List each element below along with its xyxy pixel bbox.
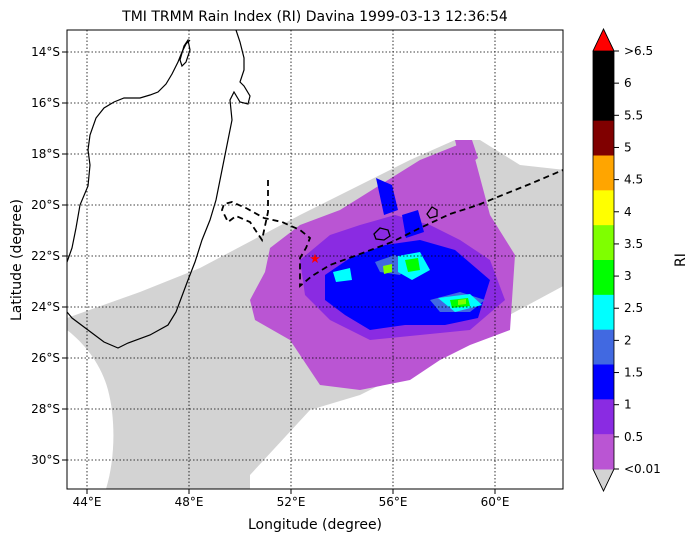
colorbar-under-triangle <box>592 468 615 492</box>
map-area: ★ <box>67 30 563 489</box>
colorbar-tick-label: <0.01 <box>624 462 661 476</box>
colorbar-tick-label: 3.5 <box>624 237 643 251</box>
colorbar-tick-label: >6.5 <box>624 44 653 58</box>
colorbar-tick-label: 4.5 <box>624 173 643 187</box>
y-tick-label: 20°S <box>31 198 60 212</box>
colorbar-segment <box>593 329 614 365</box>
storm-center-marker: ★ <box>309 252 321 267</box>
y-tick-label: 28°S <box>31 402 60 416</box>
x-tick-label: 44°E <box>73 495 102 509</box>
madagascar-coastline <box>67 30 251 349</box>
y-tick-label: 26°S <box>31 351 60 365</box>
x-tick-label: 60°E <box>481 495 510 509</box>
y-tick-label: 16°S <box>31 96 60 110</box>
colorbar-segment <box>593 434 614 470</box>
y-tick-label: 14°S <box>31 45 60 59</box>
colorbar-segment <box>593 364 614 400</box>
y-tick-label: 18°S <box>31 147 60 161</box>
colorbar-segment <box>593 51 614 87</box>
x-tick-label: 48°E <box>175 495 204 509</box>
colorbar-tick-label: 3 <box>624 269 632 283</box>
colorbar-tick-label: 2.5 <box>624 301 643 315</box>
colorbar-segment <box>593 85 614 122</box>
island-mauritius <box>426 206 438 219</box>
colorbar-ticks: >6.5 6 5.5 5 4.5 4 3.5 3 2.5 2 1.5 1 0.5 <0.01 <box>614 44 661 476</box>
colorbar-segment <box>593 120 614 156</box>
y-axis-label: Latitude (degree) <box>9 199 25 321</box>
storm-track <box>221 169 563 288</box>
y-tick-label: 24°S <box>31 300 60 314</box>
map-title: TMI TRMM Rain Index (RI) Davina 1999-03-… <box>121 9 508 25</box>
colorbar-segment <box>593 155 614 191</box>
colorbar-tick-label: 1.5 <box>624 366 643 380</box>
x-tick-label: 52°E <box>277 495 306 509</box>
colorbar <box>592 28 615 492</box>
colorbar-tick-label: 2 <box>624 333 632 347</box>
x-tick-label: 56°E <box>379 495 408 509</box>
x-axis <box>86 489 496 494</box>
colorbar-segment <box>593 190 614 226</box>
colorbar-tick-label: 5.5 <box>624 108 643 122</box>
rain-patches <box>250 140 515 390</box>
colorbar-tick-label: 0.5 <box>624 430 643 444</box>
island-reunion <box>373 227 391 241</box>
colorbar-tick-label: 6 <box>624 76 632 90</box>
colorbar-over-triangle <box>592 28 615 52</box>
colorbar-segment <box>593 225 614 261</box>
y-tick-label: 22°S <box>31 249 60 263</box>
x-axis-label: Longitude (degree) <box>248 517 382 533</box>
colorbar-tick-label: 5 <box>624 140 632 154</box>
colorbar-tick-label: 1 <box>624 398 632 412</box>
colorbar-segment <box>593 294 614 331</box>
map-frame <box>66 29 564 490</box>
madagascar-north-tip <box>179 38 191 68</box>
y-axis <box>62 51 67 461</box>
colorbar-tick-label: 4 <box>624 205 632 219</box>
colorbar-segment <box>593 260 614 296</box>
colorbar-label: RI <box>673 253 689 267</box>
y-tick-label: 30°S <box>31 453 60 467</box>
colorbar-segment <box>593 399 614 435</box>
